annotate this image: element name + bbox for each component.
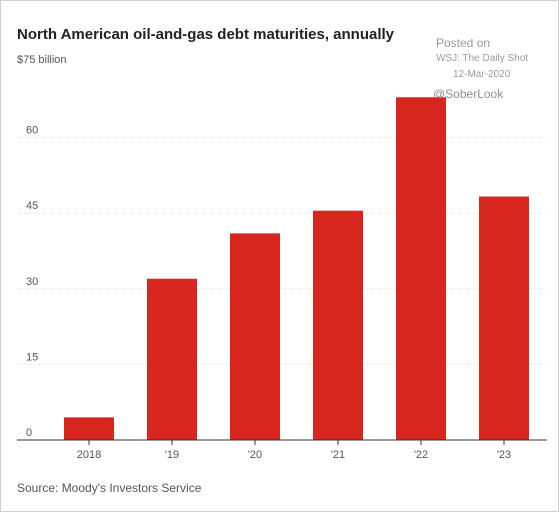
x-tick-label-'20: '20: [248, 449, 262, 461]
x-tick-label-'21: '21: [331, 449, 345, 461]
y-tick-label-15: 15: [26, 351, 38, 363]
chart-title: North American oil-and-gas debt maturiti…: [17, 26, 395, 43]
watermark-source: WSJ: The Daily Shot: [436, 53, 529, 64]
bar-'23: [479, 196, 529, 440]
bars: [64, 97, 529, 440]
watermark-posted-on: Posted on: [436, 36, 491, 50]
bar-'19: [147, 278, 197, 440]
x-tick-label-'23: '23: [497, 449, 511, 461]
axes: 0 15 30 45 60 2018 '19 '20 '21 '22 '23: [17, 125, 547, 461]
bar-'22: [396, 97, 446, 440]
x-tick-label-2018: 2018: [77, 449, 101, 461]
y-tick-label-0: 0: [26, 427, 32, 439]
bar-2018: [64, 417, 114, 440]
source-note: Source: Moody's Investors Service: [17, 481, 202, 495]
gridlines: [17, 137, 547, 365]
y-tick-label-60: 60: [26, 125, 38, 137]
bar-'21: [313, 210, 363, 440]
y-tick-label-30: 30: [26, 276, 38, 288]
y-axis-top-label: $75 billion: [17, 54, 67, 66]
bar-'20: [230, 233, 280, 440]
x-tick-label-'22: '22: [414, 449, 428, 461]
watermark-handle: @SoberLook: [433, 87, 504, 101]
watermark-date: 12-Mar-2020: [453, 69, 511, 80]
x-tick-label-'19: '19: [165, 449, 179, 461]
y-tick-label-45: 45: [26, 200, 38, 212]
